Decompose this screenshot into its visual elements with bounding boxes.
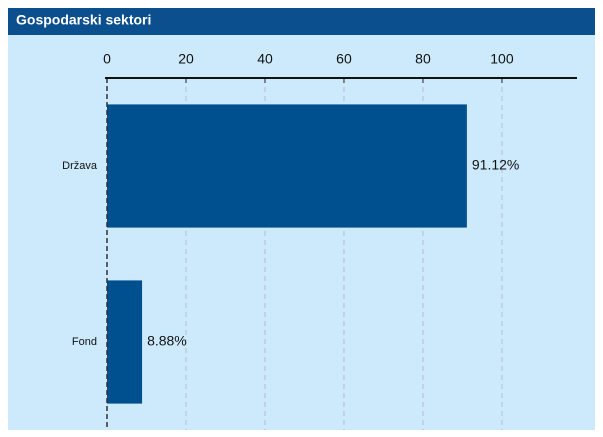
- y-tick-label: Fond: [72, 336, 97, 348]
- value-label: 8.88%: [147, 333, 187, 349]
- bar: [107, 104, 467, 228]
- plot: 0 20 40 60 80 100 Država 91.12% Fond 8.88%: [62, 51, 577, 430]
- x-tick-label: 0: [103, 51, 111, 67]
- x-tick-label: 40: [257, 51, 273, 67]
- x-tick-label: 20: [178, 51, 194, 67]
- value-label: 91.12%: [472, 157, 519, 173]
- y-tick-label: Država: [62, 160, 98, 172]
- header-bar: [8, 8, 595, 35]
- x-tick-label: 80: [415, 51, 431, 67]
- x-tick-label: 60: [336, 51, 352, 67]
- bar: [107, 280, 143, 404]
- chart-title: Gospodarski sektori: [16, 12, 151, 28]
- x-tick-label: 100: [490, 51, 514, 67]
